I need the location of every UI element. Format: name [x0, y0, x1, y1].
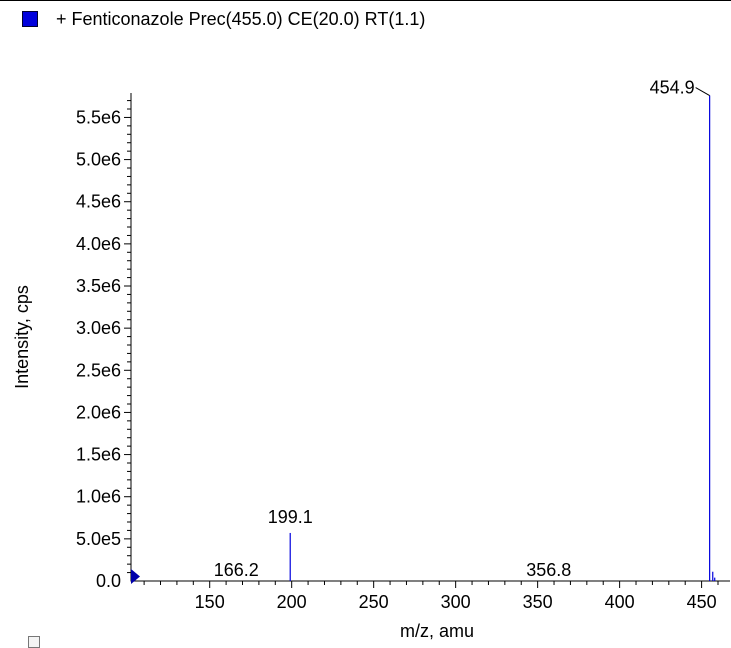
x-ticks: 150 200 250 300 350 400 450	[144, 581, 718, 612]
axes	[131, 93, 730, 582]
y-tick-label: 3.5e6	[76, 276, 121, 296]
peak-label: 356.8	[526, 560, 571, 580]
x-tick-label: 400	[605, 592, 635, 612]
y-ticks: 0.0 5.0e5 1.0e6 1.5e6 2.0e6 2.5e6 3.0e6 3.5e6 4.…	[76, 101, 131, 591]
y-tick-label: 2.5e6	[76, 360, 121, 380]
y-tick-label: 5.0e5	[76, 529, 121, 549]
baseline-marker-icon	[131, 569, 140, 584]
x-axis-title: m/z, amu	[400, 621, 474, 641]
x-tick-label: 200	[277, 592, 307, 612]
x-tick-label: 300	[441, 592, 471, 612]
bottom-marker-icon	[28, 636, 40, 648]
x-tick-label: 350	[523, 592, 553, 612]
y-tick-label: 1.0e6	[76, 487, 121, 507]
y-tick-label: 3.0e6	[76, 318, 121, 338]
peaks	[290, 96, 715, 581]
y-tick-label: 4.5e6	[76, 192, 121, 212]
peak-leader-line	[696, 88, 710, 96]
peak-label: 199.1	[268, 507, 313, 527]
y-tick-label: 1.5e6	[76, 445, 121, 465]
x-tick-label: 150	[195, 592, 225, 612]
x-tick-label: 450	[687, 592, 717, 612]
peak-labels: 166.2 199.1 356.8 454.9	[214, 78, 710, 580]
y-tick-label: 4.0e6	[76, 234, 121, 254]
x-tick-label: 250	[359, 592, 389, 612]
y-tick-label: 5.5e6	[76, 107, 121, 127]
y-tick-label: 5.0e6	[76, 150, 121, 170]
peak-label: 454.9	[650, 78, 695, 98]
y-tick-label: 2.0e6	[76, 402, 121, 422]
y-tick-label: 0.0	[96, 571, 121, 591]
peak-label: 166.2	[214, 560, 259, 580]
y-axis-title: Intensity, cps	[12, 285, 32, 389]
